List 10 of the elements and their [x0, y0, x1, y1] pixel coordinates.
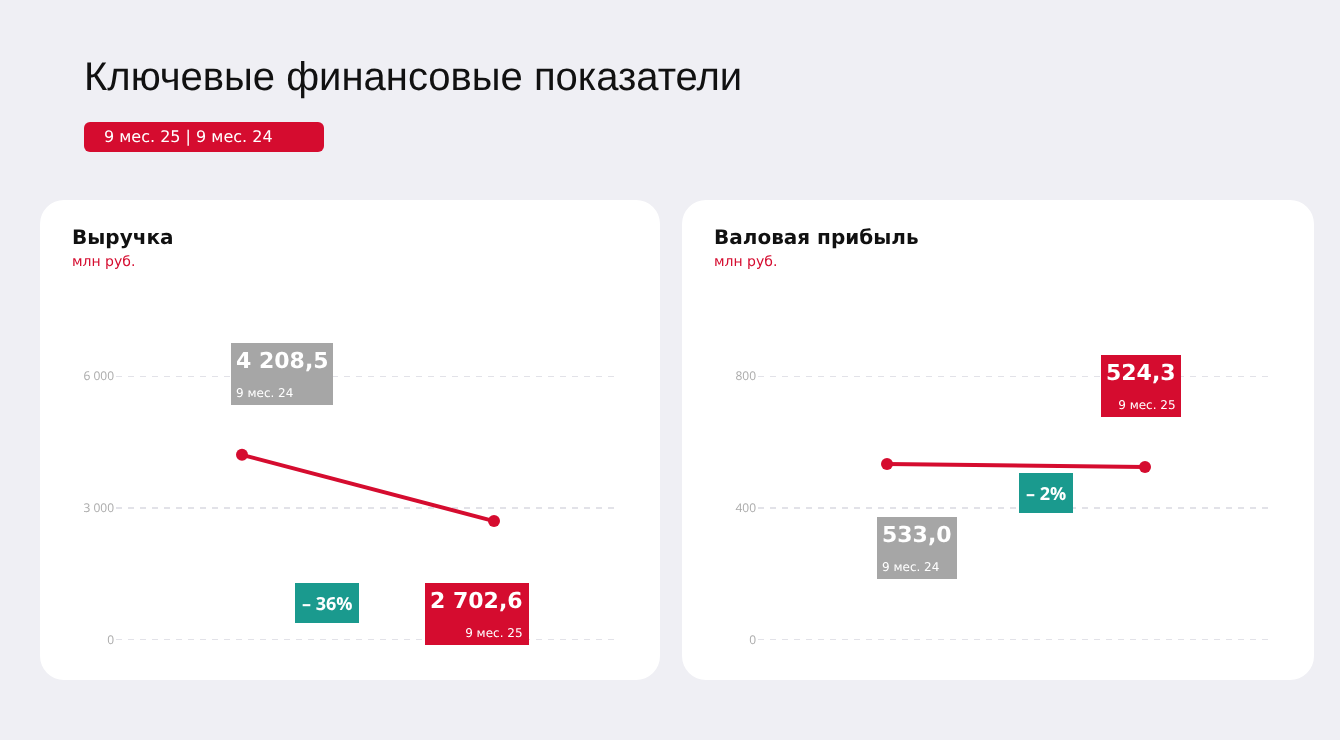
text: 2 702,6: [430, 588, 523, 614]
chart-title: Выручка: [72, 228, 174, 250]
text: 9 мес. 25 | 9 мес. 24: [84, 122, 324, 152]
chart-title: Валовая прибыль: [714, 228, 919, 250]
text: Ключевые финансовые показатели: [84, 56, 743, 102]
annotation: – 36%: [302, 590, 353, 616]
text: 533,0: [882, 522, 952, 548]
text: 524,3: [1106, 360, 1176, 386]
text: 4 208,5: [236, 348, 329, 374]
annotation: – 2%: [1026, 480, 1067, 506]
